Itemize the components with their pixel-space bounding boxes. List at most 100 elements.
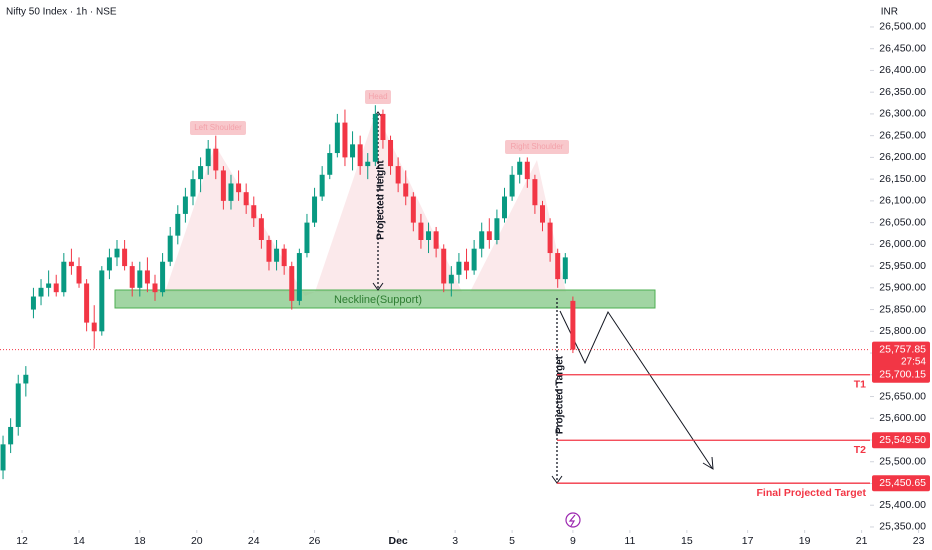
candle-body — [61, 261, 67, 293]
candle-body — [251, 205, 257, 219]
y-tick-label: 26,350.00 — [879, 86, 926, 98]
candle-body — [53, 283, 59, 293]
candle-body — [471, 248, 477, 271]
candle-body — [46, 283, 52, 288]
target-level-name: T1 — [854, 378, 866, 390]
projected-path — [559, 310, 713, 469]
projected-path-head — [702, 456, 714, 470]
candle-body — [426, 231, 432, 240]
candle-body — [524, 161, 530, 180]
candle-body — [190, 179, 196, 197]
pattern-label-box — [505, 140, 569, 154]
target-level-box — [872, 432, 930, 449]
candle-body — [365, 161, 371, 167]
x-tick-label: 14 — [73, 535, 85, 547]
current-price-label: 25,757.85 — [879, 343, 926, 355]
y-tick-label: 25,850.00 — [879, 303, 926, 315]
alert-icon[interactable] — [565, 512, 581, 528]
pattern-overlay: Neckline(Support) Left Shoulder Head Rig… — [114, 90, 714, 528]
x-tick-label: 9 — [570, 535, 576, 547]
candle-body — [228, 183, 234, 201]
y-tick-label: 25,800.00 — [879, 325, 926, 337]
x-tick-label: 24 — [248, 535, 260, 547]
candle-body — [334, 122, 340, 154]
candle-body — [494, 218, 500, 240]
candle-body — [327, 153, 333, 175]
x-tick-label: 19 — [799, 535, 811, 547]
y-tick-label: 26,150.00 — [879, 173, 926, 185]
target-level-price: 25,450.65 — [879, 477, 926, 489]
neckline-zone — [114, 289, 656, 309]
projected-height-label: Projected Height — [376, 160, 387, 240]
candle-body — [517, 161, 523, 175]
pattern-label: Right Shoulder — [511, 142, 564, 151]
x-tick-label: 26 — [309, 535, 321, 547]
candle-body — [236, 183, 242, 193]
y-tick-label: 26,250.00 — [879, 129, 926, 141]
y-tick-label: 26,300.00 — [879, 108, 926, 120]
x-tick-label: 3 — [452, 535, 458, 547]
candle-body — [266, 240, 272, 262]
candle-body — [144, 270, 150, 284]
candle-body — [258, 218, 264, 240]
head-shoulders-area — [165, 112, 566, 296]
candle-body — [114, 248, 120, 258]
y-tick-label: 26,450.00 — [879, 42, 926, 54]
candle-body — [296, 253, 302, 301]
candle-body — [388, 140, 394, 167]
target-level-box — [872, 475, 930, 492]
y-tick-label: 26,200.00 — [879, 151, 926, 163]
x-tick-label: 11 — [624, 535, 635, 547]
y-tick-label: 26,000.00 — [879, 238, 926, 250]
y-tick-label: 25,950.00 — [879, 260, 926, 272]
candle-body — [205, 148, 211, 167]
candle-body — [122, 248, 128, 267]
y-tick-label: 25,350.00 — [879, 521, 926, 533]
pattern-label-box — [365, 90, 391, 104]
projected-target-label: Projected Target — [555, 355, 566, 434]
y-tick-label: 26,050.00 — [879, 216, 926, 228]
candle-body — [106, 257, 112, 271]
candle-body — [456, 261, 462, 275]
candle-body — [281, 248, 287, 267]
y-tick-label: 25,400.00 — [879, 499, 926, 511]
candle-body — [502, 196, 508, 219]
candle-body — [175, 213, 181, 236]
pattern-label-box — [190, 121, 246, 135]
candle-body — [342, 122, 348, 158]
candle-body — [167, 235, 173, 262]
candle-body — [555, 253, 561, 280]
currency: INR — [881, 7, 898, 18]
candle-body — [8, 426, 14, 445]
pattern-label: Left Shoulder — [194, 123, 242, 132]
target-level-name: T2 — [854, 444, 866, 456]
chart-title: Nifty 50 Index · 1h · NSE — [6, 7, 117, 18]
candle-body — [395, 166, 401, 184]
x-tick-label: 12 — [16, 535, 28, 547]
candle-body — [570, 300, 576, 350]
candle-body — [38, 287, 44, 297]
candle-body — [403, 183, 409, 197]
x-tick-label: 17 — [742, 535, 754, 547]
candle-body — [160, 261, 166, 293]
y-tick-label: 26,400.00 — [879, 64, 926, 76]
candle-body — [319, 174, 325, 197]
target-level-price: 25,700.15 — [879, 368, 926, 380]
candle-body — [350, 144, 356, 158]
candle-body — [464, 261, 470, 271]
neckline-label: Neckline(Support) — [334, 294, 422, 306]
candle-body — [289, 266, 295, 301]
candle-body — [182, 196, 188, 214]
candle-body — [441, 248, 447, 284]
y-tick-label: 26,500.00 — [879, 21, 926, 33]
y-tick-label: 25,500.00 — [879, 456, 926, 468]
x-tick-label: 18 — [134, 535, 146, 547]
candle-body — [479, 231, 485, 249]
y-tick-label: 25,650.00 — [879, 390, 926, 402]
y-tick-label: 25,900.00 — [879, 282, 926, 294]
y-tick-label: 25,600.00 — [879, 412, 926, 424]
x-tick-label: 5 — [509, 535, 515, 547]
candle-body — [243, 192, 249, 206]
countdown: 27:54 — [901, 356, 926, 367]
